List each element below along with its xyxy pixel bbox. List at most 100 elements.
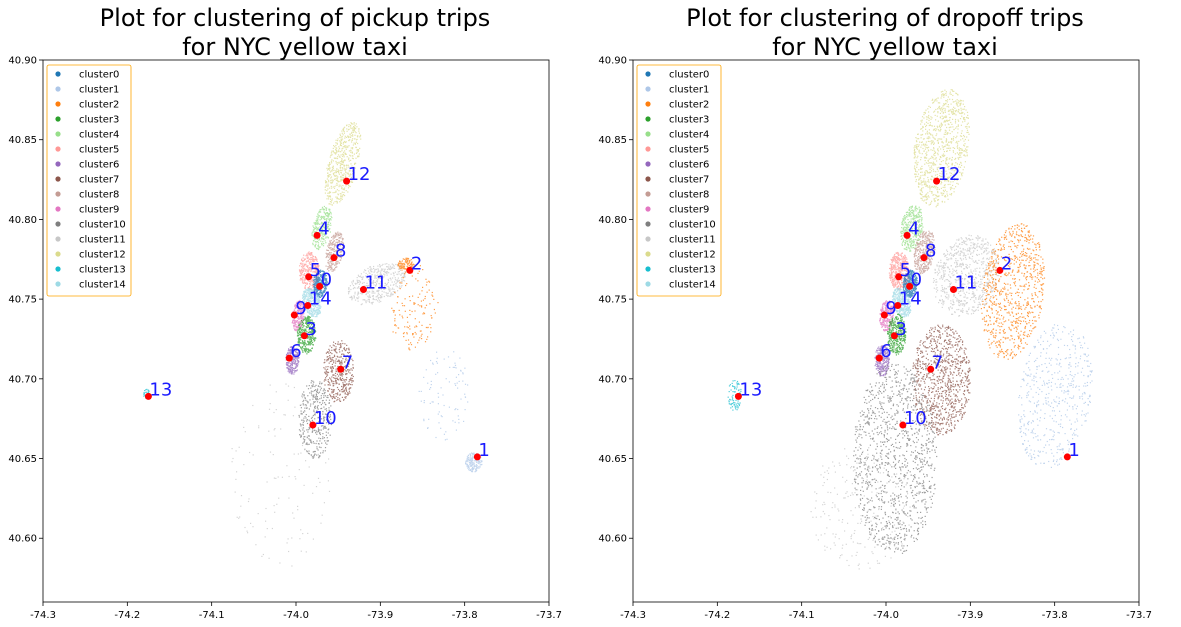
data-point [316,215,318,218]
pickup-scatter-plot: -74.3 -74.2 -74.1 -74.0 -73.9 -73.8 -73.740.60… [8,56,562,622]
data-point [313,288,315,290]
data-point [312,313,314,315]
data-point [318,276,320,278]
data-point [964,119,966,121]
data-point [330,224,332,226]
data-point [341,167,343,169]
data-point [944,178,946,181]
data-point [316,304,318,306]
data-point [351,141,353,143]
data-point [318,297,320,299]
data-point [313,390,316,392]
data-point [340,151,342,153]
data-point [305,329,307,331]
data-point [317,408,319,410]
data-point [296,303,299,305]
data-point [327,249,330,252]
data-point [443,404,445,407]
data-point [337,180,339,183]
data-point [329,244,331,246]
data-point [302,346,304,348]
data-point [317,429,320,431]
data-point [353,169,355,171]
data-point [377,290,379,292]
data-point [467,401,469,403]
data-point [928,132,930,134]
data-point [480,464,482,466]
data-point [308,283,311,285]
data-point [941,145,943,147]
cluster-center-marker [309,421,317,429]
data-point [335,393,337,395]
data-point [327,256,329,258]
data-point [341,385,343,388]
data-point [329,415,331,417]
data-point [336,232,338,234]
data-point [350,174,352,176]
data-point [317,295,319,297]
data-point [394,281,396,283]
data-point [957,119,959,121]
data-point [298,339,300,341]
data-point [306,318,309,320]
data-point [305,405,307,407]
data-point [327,429,329,431]
data-point [322,399,324,402]
data-point [338,245,340,247]
data-point [947,132,949,134]
data-point [914,151,916,153]
data-point [297,342,299,344]
data-point [328,270,330,272]
data-point [936,187,938,189]
data-point [304,297,306,299]
data-point [307,348,309,350]
data-point [331,392,333,394]
data-point [944,189,946,191]
data-point [335,235,337,237]
data-point [323,282,325,284]
data-point [393,275,395,277]
data-point [316,406,318,408]
data-point [372,280,375,282]
data-point [309,284,311,286]
data-point [309,264,312,266]
data-point [319,306,321,308]
data-point [303,349,305,351]
data-point [394,324,396,326]
data-point [314,221,316,224]
data-point [306,309,308,311]
data-point [294,361,296,363]
data-point [336,399,338,401]
data-point [386,268,389,271]
data-point [319,293,321,295]
cluster-center-marker [313,231,321,239]
data-point [295,361,297,363]
data-point [305,319,307,321]
data-point [341,237,343,239]
data-point [311,340,313,342]
data-point [312,255,314,258]
data-point [944,129,946,131]
data-point [317,228,319,230]
data-point [348,381,350,383]
data-point [289,350,291,352]
data-point [452,420,454,422]
data-point [333,362,335,364]
data-point [927,160,929,162]
data-point [316,411,318,413]
data-point [305,326,307,328]
data-point [440,415,442,417]
data-point [313,290,315,292]
data-point [336,382,338,384]
data-point [323,420,325,422]
data-point [963,117,966,119]
data-point [262,553,264,556]
data-point [314,246,316,248]
data-point [458,422,460,424]
data-point [352,129,354,131]
data-point [287,368,289,370]
data-point [321,224,323,227]
data-point [323,406,325,408]
data-point [366,291,368,293]
data-point [937,152,939,154]
